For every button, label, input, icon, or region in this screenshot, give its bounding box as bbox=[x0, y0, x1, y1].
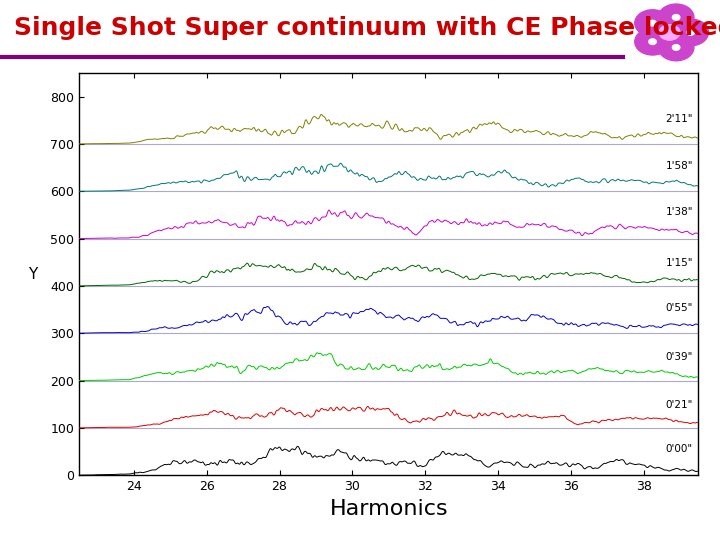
Text: 0'21": 0'21" bbox=[665, 400, 693, 410]
Circle shape bbox=[649, 39, 657, 44]
Circle shape bbox=[672, 45, 680, 50]
Circle shape bbox=[635, 28, 670, 55]
Circle shape bbox=[635, 10, 670, 37]
X-axis label: Harmonics: Harmonics bbox=[330, 498, 448, 518]
Circle shape bbox=[649, 21, 657, 26]
Text: 1'38": 1'38" bbox=[665, 207, 693, 217]
Text: 1'58": 1'58" bbox=[665, 161, 693, 171]
Text: 0'55": 0'55" bbox=[665, 303, 693, 313]
Text: Y: Y bbox=[28, 267, 37, 281]
Text: 0'39": 0'39" bbox=[665, 353, 693, 362]
Circle shape bbox=[673, 19, 708, 46]
Text: 2'11": 2'11" bbox=[665, 114, 693, 124]
Circle shape bbox=[658, 34, 694, 61]
Circle shape bbox=[660, 25, 680, 40]
Circle shape bbox=[672, 15, 680, 20]
Text: 0'00": 0'00" bbox=[666, 443, 693, 454]
Circle shape bbox=[687, 30, 694, 35]
Circle shape bbox=[658, 4, 694, 31]
Text: 1'15": 1'15" bbox=[665, 258, 693, 268]
Text: Single Shot Super continuum with CE Phase locked: Single Shot Super continuum with CE Phas… bbox=[14, 16, 720, 40]
